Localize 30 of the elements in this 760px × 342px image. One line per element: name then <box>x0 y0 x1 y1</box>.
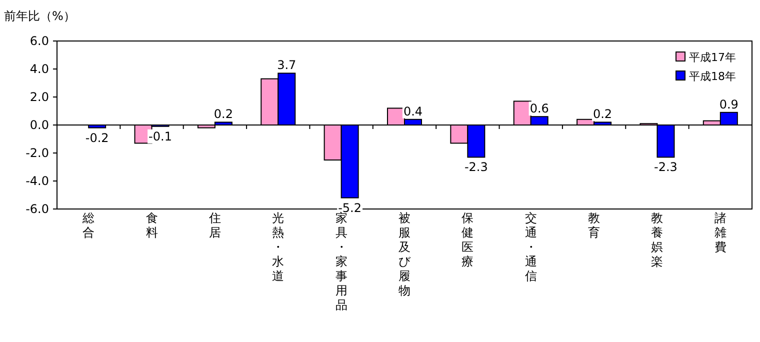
data-label: 0.6 <box>530 102 549 116</box>
legend-label: 平成17年 <box>689 51 736 64</box>
y-tick-label: 2.0 <box>30 90 49 104</box>
data-label: 0.9 <box>719 97 738 112</box>
y-tick-label: -4.0 <box>26 174 49 188</box>
data-label: 3.7 <box>277 58 296 72</box>
x-tick-label: 住居 <box>208 211 221 240</box>
data-label: -2.3 <box>654 160 678 174</box>
data-label: -0.1 <box>148 129 172 144</box>
x-tick-label: 食料 <box>146 211 158 240</box>
y-tick-label: 0.0 <box>30 118 49 132</box>
x-tick-label: 交通・通信 <box>524 211 537 283</box>
y-tick-label: 4.0 <box>30 62 49 76</box>
y-tick-label: 6.0 <box>30 34 49 48</box>
data-label: -0.2 <box>85 130 109 145</box>
legend-label: 平成18年 <box>689 70 736 83</box>
x-tick-label: 光熱・水道 <box>272 211 284 283</box>
x-tick-label: 教育 <box>588 211 600 240</box>
x-tick-label: 被服及び履物 <box>398 211 412 298</box>
data-label: -2.3 <box>464 160 488 174</box>
x-tick-label: 教養娯楽 <box>651 211 664 268</box>
data-label: 0.4 <box>403 104 423 118</box>
x-tick-label: 保健医療 <box>462 211 474 268</box>
x-tick-label: 諸雑費 <box>714 211 726 254</box>
y-tick-label: -6.0 <box>26 202 49 216</box>
data-label: 0.2 <box>593 107 612 122</box>
y-tick-label: -2.0 <box>26 146 49 160</box>
x-tick-label: 総合 <box>82 211 95 240</box>
data-label: 0.2 <box>214 107 233 122</box>
y-axis-title: 前年比（%） <box>4 9 76 23</box>
